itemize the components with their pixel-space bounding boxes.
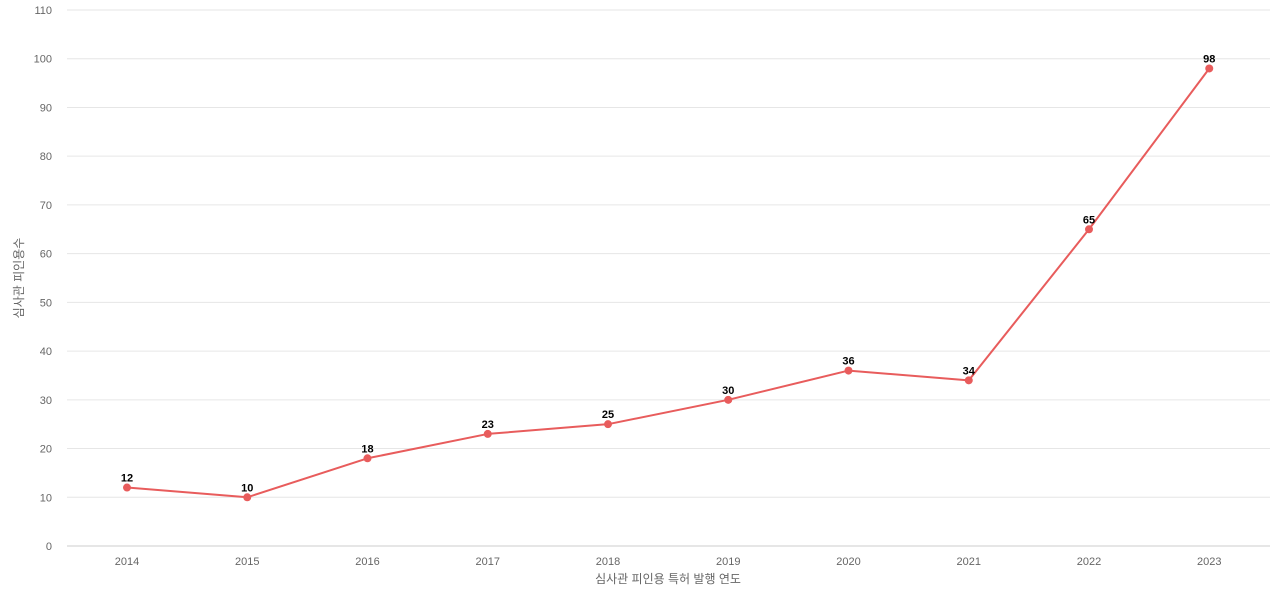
- data-point[interactable]: [844, 366, 853, 375]
- y-tick-label: 100: [34, 54, 52, 66]
- x-tick-label: 2018: [596, 556, 620, 568]
- x-tick-label: 2020: [836, 556, 860, 568]
- data-point[interactable]: [363, 454, 372, 463]
- data-point[interactable]: [483, 429, 492, 438]
- x-tick-label: 2019: [716, 556, 740, 568]
- data-point[interactable]: [724, 395, 733, 404]
- x-axis-title: 심사관 피인용 특허 발행 연도: [595, 571, 741, 586]
- x-tick-label: 2016: [355, 556, 379, 568]
- y-tick-label: 60: [40, 249, 52, 261]
- data-label: 23: [482, 419, 494, 431]
- data-labels: 12 10 18 23 25 30 36 34 65 98: [121, 53, 1216, 494]
- data-label: 65: [1083, 214, 1095, 226]
- x-tick-label: 2015: [235, 556, 259, 568]
- x-tick-label: 2023: [1197, 556, 1221, 568]
- data-point[interactable]: [604, 420, 612, 429]
- y-tick-label: 10: [40, 492, 52, 504]
- data-point[interactable]: [123, 483, 131, 492]
- series-layer: [123, 64, 1214, 502]
- y-tick-label: 0: [46, 541, 52, 553]
- y-tick-label: 70: [40, 200, 52, 212]
- data-point[interactable]: [243, 493, 252, 502]
- x-tick-label: 2014: [115, 556, 139, 568]
- x-axis: 2014 2015 2016 2017 2018 2019 2020 2021 2022 2023: [115, 556, 1222, 568]
- series-line: [126, 67, 1211, 499]
- data-label: 18: [361, 443, 373, 455]
- data-point[interactable]: [1085, 225, 1093, 234]
- data-label: 30: [722, 385, 734, 397]
- grid-layer: [67, 9, 1270, 547]
- y-tick-label: 110: [34, 5, 52, 17]
- y-tick-label: 50: [40, 297, 52, 309]
- data-label: 10: [241, 482, 253, 494]
- data-point[interactable]: [964, 376, 973, 385]
- data-point[interactable]: [1205, 64, 1214, 73]
- y-tick-label: 30: [40, 395, 52, 407]
- y-tick-label: 20: [40, 444, 52, 456]
- x-tick-label: 2021: [957, 556, 981, 568]
- x-tick-label: 2022: [1077, 556, 1101, 568]
- x-tick-label: 2017: [476, 556, 500, 568]
- y-tick-label: 40: [40, 346, 52, 358]
- data-label: 98: [1203, 53, 1215, 65]
- data-label: 12: [121, 473, 133, 485]
- y-axis-title: 심사관 피인용수: [12, 238, 26, 319]
- data-label: 25: [602, 409, 614, 421]
- y-tick-label: 90: [40, 102, 52, 114]
- y-tick-label: 80: [40, 151, 52, 163]
- data-label: 34: [963, 365, 976, 377]
- y-axis: 0 10 20 30 40 50 60 70 80 90 100 110: [34, 5, 52, 553]
- data-label: 36: [842, 356, 854, 368]
